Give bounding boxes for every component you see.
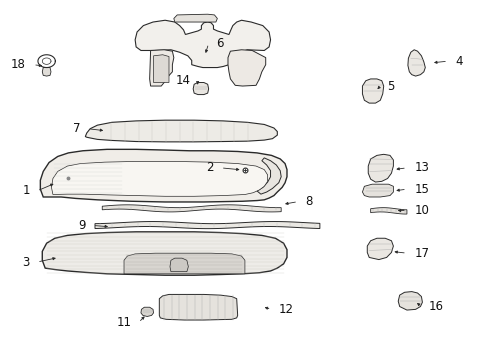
Polygon shape (159, 295, 237, 320)
Polygon shape (135, 20, 270, 67)
Polygon shape (51, 161, 267, 196)
Text: 11: 11 (116, 316, 131, 329)
Polygon shape (95, 222, 319, 228)
Text: 9: 9 (77, 219, 85, 232)
Polygon shape (367, 154, 393, 182)
Polygon shape (257, 158, 281, 194)
Text: 5: 5 (387, 80, 394, 92)
Polygon shape (362, 79, 383, 103)
Text: 8: 8 (305, 195, 312, 208)
Text: 7: 7 (73, 122, 80, 135)
Text: 13: 13 (413, 161, 428, 174)
Polygon shape (366, 238, 393, 260)
Polygon shape (169, 258, 188, 272)
Polygon shape (150, 50, 173, 86)
Text: 16: 16 (428, 300, 443, 313)
Polygon shape (362, 184, 393, 197)
Polygon shape (407, 50, 424, 76)
Text: 2: 2 (206, 161, 213, 174)
Polygon shape (370, 208, 406, 214)
Text: 3: 3 (22, 256, 30, 268)
Text: 12: 12 (278, 303, 293, 316)
Text: 18: 18 (11, 58, 26, 71)
Text: 17: 17 (413, 247, 428, 260)
Polygon shape (42, 67, 51, 76)
Polygon shape (42, 232, 287, 275)
Polygon shape (141, 307, 153, 316)
Text: 14: 14 (175, 74, 190, 87)
Polygon shape (173, 14, 217, 22)
Polygon shape (193, 82, 208, 95)
Polygon shape (40, 149, 287, 202)
Polygon shape (397, 292, 422, 310)
Text: 4: 4 (454, 55, 462, 67)
Polygon shape (153, 55, 168, 82)
Text: 10: 10 (413, 204, 428, 217)
Polygon shape (85, 120, 277, 142)
Polygon shape (102, 205, 281, 212)
Text: 15: 15 (413, 183, 428, 196)
Text: 1: 1 (22, 185, 30, 197)
Polygon shape (227, 50, 265, 86)
Text: 6: 6 (215, 37, 223, 50)
Polygon shape (124, 253, 244, 274)
